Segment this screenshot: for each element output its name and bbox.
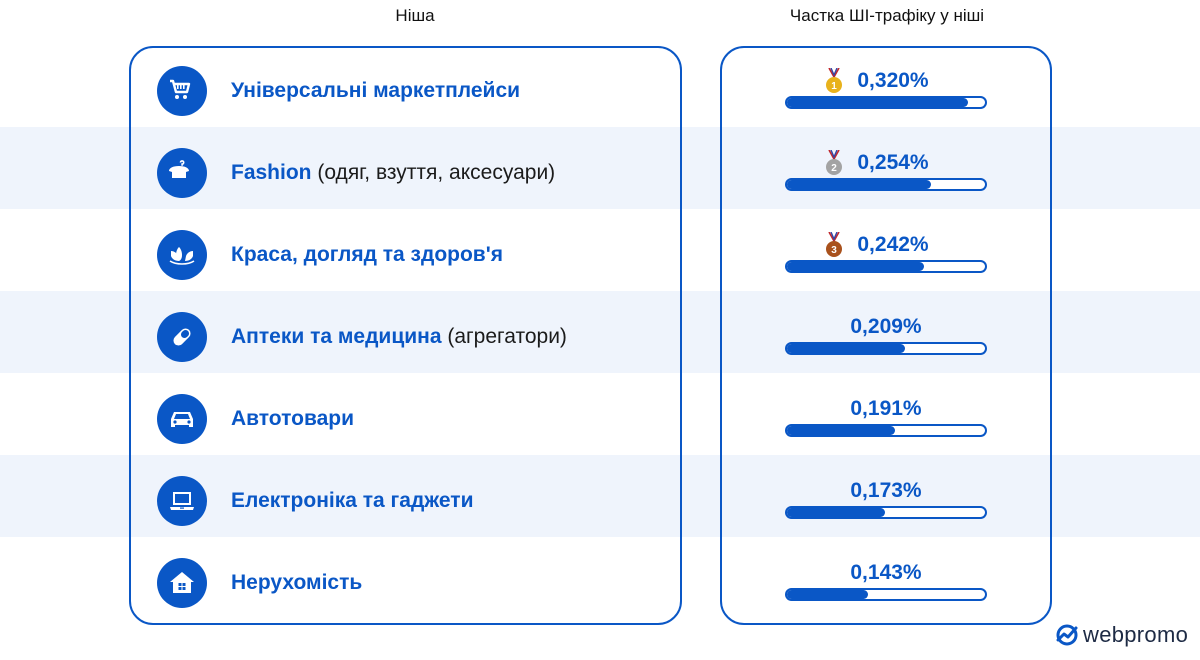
niche-label: Електроніка та гаджети	[231, 489, 474, 513]
niche-icon-badge	[157, 394, 207, 444]
share-value: 0,242%	[857, 233, 929, 256]
webpromo-logo: webpromo	[1055, 622, 1188, 648]
progress-bar	[785, 588, 987, 601]
niche-icon-badge	[157, 476, 207, 526]
niche-row: Краса, догляд та здоров'я 3 0,242%	[0, 214, 1200, 296]
progress-bar-fill	[787, 262, 924, 271]
niche-icon-badge	[157, 230, 207, 280]
niche-icon-badge	[157, 66, 207, 116]
niche-icon-badge	[157, 312, 207, 362]
value-line: 0,173%	[785, 478, 987, 504]
lotus-icon	[169, 247, 195, 265]
bronze-medal-icon: 3	[826, 232, 843, 257]
value-line: 0,209%	[785, 314, 987, 340]
niche-note: (агрегатори)	[441, 325, 567, 348]
niche-label: Автотовари	[231, 407, 354, 431]
clothes-hanger-icon	[169, 160, 189, 178]
niche-row: Аптеки та медицина (агрегатори) 0,209%	[0, 296, 1200, 378]
niche-name: Fashion	[231, 161, 312, 184]
svg-text:1: 1	[832, 81, 838, 92]
progress-bar	[785, 260, 987, 273]
niche-name: Універсальні маркетплейси	[231, 79, 521, 102]
progress-bar	[785, 506, 987, 519]
progress-bar-fill	[787, 98, 968, 107]
progress-bar	[785, 342, 987, 355]
niche-card	[129, 46, 682, 625]
car-icon	[171, 412, 193, 427]
value-line: 2 0,254%	[785, 150, 987, 176]
logo-text: webpromo	[1083, 622, 1189, 647]
house-icon	[170, 572, 194, 593]
pill-icon	[173, 328, 191, 346]
gold-medal-icon: 1	[826, 68, 843, 93]
share-value: 0,143%	[850, 561, 922, 584]
niche-row: Універсальні маркетплейси 1 0,320%	[0, 50, 1200, 132]
svg-text:3: 3	[832, 245, 838, 256]
niche-label: Fashion (одяг, взуття, аксесуари)	[231, 161, 555, 185]
niche-name: Автотовари	[231, 407, 354, 430]
niche-label: Аптеки та медицина (агрегатори)	[231, 325, 567, 349]
silver-medal-icon: 2	[826, 150, 843, 175]
share-value: 0,254%	[857, 151, 929, 174]
webpromo-logo-icon	[1056, 624, 1078, 646]
share-value: 0,191%	[850, 397, 922, 420]
share-value: 0,173%	[850, 479, 922, 502]
shopping-cart-icon	[170, 79, 191, 99]
share-value: 0,209%	[850, 315, 922, 338]
value-line: 1 0,320%	[785, 68, 987, 94]
niche-note: (одяг, взуття, аксесуари)	[311, 161, 556, 184]
share-card	[720, 46, 1052, 625]
niche-icon-badge	[157, 558, 207, 608]
progress-bar-fill	[787, 344, 906, 353]
laptop-icon	[170, 492, 194, 510]
niche-label: Нерухомість	[231, 571, 362, 595]
niche-label: Краса, догляд та здоров'я	[231, 243, 503, 267]
niche-row: Автотовари 0,191%	[0, 378, 1200, 460]
niche-name: Краса, догляд та здоров'я	[231, 243, 503, 266]
value-line: 3 0,242%	[785, 232, 987, 258]
niche-label: Універсальні маркетплейси	[231, 79, 520, 103]
progress-bar	[785, 424, 987, 437]
progress-bar-fill	[787, 590, 868, 599]
share-column-title: Частка ШІ-трафіку у ніші	[789, 6, 985, 25]
niche-name: Електроніка та гаджети	[231, 489, 474, 512]
value-line: 0,143%	[785, 560, 987, 586]
progress-bar-fill	[787, 426, 896, 435]
progress-bar	[785, 96, 987, 109]
niche-name: Аптеки та медицина	[231, 325, 442, 348]
niche-row: Нерухомість 0,143%	[0, 542, 1200, 624]
niche-column-title: Ніша	[395, 6, 435, 25]
niche-row: Електроніка та гаджети 0,173%	[0, 460, 1200, 542]
svg-text:2: 2	[832, 163, 838, 174]
progress-bar-fill	[787, 508, 885, 517]
niche-row: Fashion (одяг, взуття, аксесуари) 2 0,25…	[0, 132, 1200, 214]
progress-bar-fill	[787, 180, 931, 189]
niche-icon-badge	[157, 148, 207, 198]
share-value: 0,320%	[857, 69, 929, 92]
progress-bar	[785, 178, 987, 191]
niche-name: Нерухомість	[231, 571, 363, 594]
value-line: 0,191%	[785, 396, 987, 422]
